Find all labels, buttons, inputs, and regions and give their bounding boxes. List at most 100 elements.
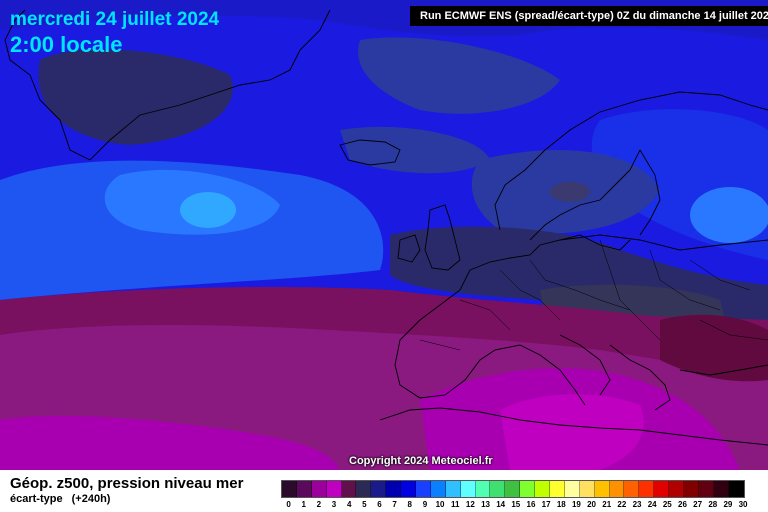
scale-swatch [535, 481, 551, 497]
border-4 [649, 249, 721, 311]
coast-italy-west [494, 344, 586, 406]
coast-finland [639, 149, 661, 236]
scale-swatch [356, 481, 372, 497]
valid-date: mercredi 24 juillet 2024 [10, 9, 220, 30]
lead-time: (+240h) [71, 493, 111, 505]
field-core-turkey [660, 314, 768, 382]
coast-turkey [679, 364, 768, 376]
parameter-subtitle-label: écart-type [10, 493, 63, 505]
scale-tick-label: 25 [662, 500, 672, 509]
scale-swatch [475, 481, 491, 497]
scale-tick-label: 17 [541, 500, 551, 509]
coastlines [4, 9, 768, 446]
scale-swatch [311, 481, 327, 497]
border-2 [529, 259, 631, 311]
scale-tick-label: 1 [301, 500, 306, 509]
scale-swatch [490, 481, 506, 497]
scale-tick-label: 0 [286, 500, 291, 509]
scale-tick-label: 6 [377, 500, 382, 509]
field-low-norway-sea [358, 37, 560, 114]
parameter-subtitle: écart-type (+240h) [10, 493, 116, 505]
scale-swatch [371, 481, 387, 497]
scale-tick-label: 12 [465, 500, 475, 509]
scale-tick-label: 24 [647, 500, 657, 509]
legend-panel: Géop. z500, pression niveau mer écart-ty… [0, 470, 768, 512]
scale-tick-label: 30 [738, 500, 748, 509]
scale-tick-label: 7 [392, 500, 397, 509]
coast-britain [424, 204, 461, 271]
scale-swatch [326, 481, 342, 497]
scale-tick-label: 4 [346, 500, 352, 509]
country-borders [419, 239, 768, 351]
field-maximum-atlantic [180, 192, 236, 228]
coast-greenland-west [4, 9, 26, 61]
field-low-greenland [38, 49, 233, 145]
scale-swatch [654, 481, 670, 497]
scale-swatch [520, 481, 536, 497]
scale-swatch [445, 481, 461, 497]
color-scale-ticks: 0 1 2 3 4 5 6 7 8 9 10 11 12 13 14 15 16 17 18 19 20 21 22 23 24… [281, 500, 751, 510]
scale-swatch [713, 481, 729, 497]
coast-norway [494, 91, 768, 231]
scale-swatch [624, 481, 640, 497]
scale-tick-label: 27 [693, 500, 703, 509]
scale-tick-label: 29 [723, 500, 733, 509]
scale-tick-label: 22 [617, 500, 627, 509]
field-band-magenta-west [0, 415, 340, 470]
scale-swatch [639, 481, 655, 497]
scale-swatch [430, 481, 446, 497]
scale-tick-label: 23 [632, 500, 642, 509]
coast-north-africa [379, 407, 768, 446]
scale-tick-label: 10 [435, 500, 445, 509]
run-info-banner: Run ECMWF ENS (spread/écart-type) 0Z du … [410, 6, 768, 26]
field-core-magenta [500, 394, 644, 470]
scale-swatch [386, 481, 402, 497]
scale-swatch [669, 481, 685, 497]
scale-tick-label: 13 [481, 500, 490, 509]
scale-swatch [579, 481, 595, 497]
scale-swatch [341, 481, 357, 497]
parameter-title: Géop. z500, pression niveau mer [10, 475, 244, 492]
scale-tick-label: 28 [708, 500, 718, 509]
scale-tick-label: 11 [450, 500, 460, 509]
scale-swatch [296, 481, 312, 497]
scale-tick-label: 18 [556, 500, 566, 509]
coast-iceland [339, 139, 401, 166]
scale-tick-label: 3 [331, 500, 337, 509]
field-core-baltic [550, 182, 590, 202]
scale-tick-label: 5 [362, 500, 367, 509]
copyright-text: Copyright 2024 Meteociel.fr [349, 455, 493, 467]
coast-italy-east [559, 334, 611, 396]
coast-ireland [397, 234, 421, 263]
border-3 [599, 239, 661, 341]
scale-tick-label: 14 [496, 500, 506, 509]
scale-tick-label: 21 [602, 500, 612, 509]
scale-swatch [609, 481, 625, 497]
scale-swatch [282, 481, 297, 497]
scale-swatch [401, 481, 417, 497]
scale-swatch [684, 481, 699, 497]
scale-tick-label: 19 [571, 500, 581, 509]
coast-greenland [9, 9, 331, 161]
scale-tick-label: 26 [678, 500, 687, 509]
scale-tick-label: 20 [587, 500, 597, 509]
scale-tick-label: 2 [316, 500, 322, 509]
scale-tick-label: 9 [422, 500, 428, 509]
coast-balkans [609, 344, 671, 411]
scale-swatch [564, 481, 580, 497]
field-low-north-sea [340, 126, 490, 174]
scale-tick-label: 8 [407, 500, 412, 509]
border-8 [699, 319, 768, 341]
valid-time: 2:00 locale [10, 32, 123, 57]
scale-tick-label: 15 [511, 500, 521, 509]
border-1 [499, 269, 561, 321]
border-5 [459, 299, 511, 331]
scale-swatch [416, 481, 431, 497]
scale-tick-label: 16 [526, 500, 536, 509]
scale-swatch [550, 481, 565, 497]
coast-iberia-france [394, 269, 496, 399]
spread-field [0, 0, 768, 470]
color-scale [281, 480, 745, 498]
scale-swatch [505, 481, 521, 497]
field-maximum-east [690, 187, 768, 243]
